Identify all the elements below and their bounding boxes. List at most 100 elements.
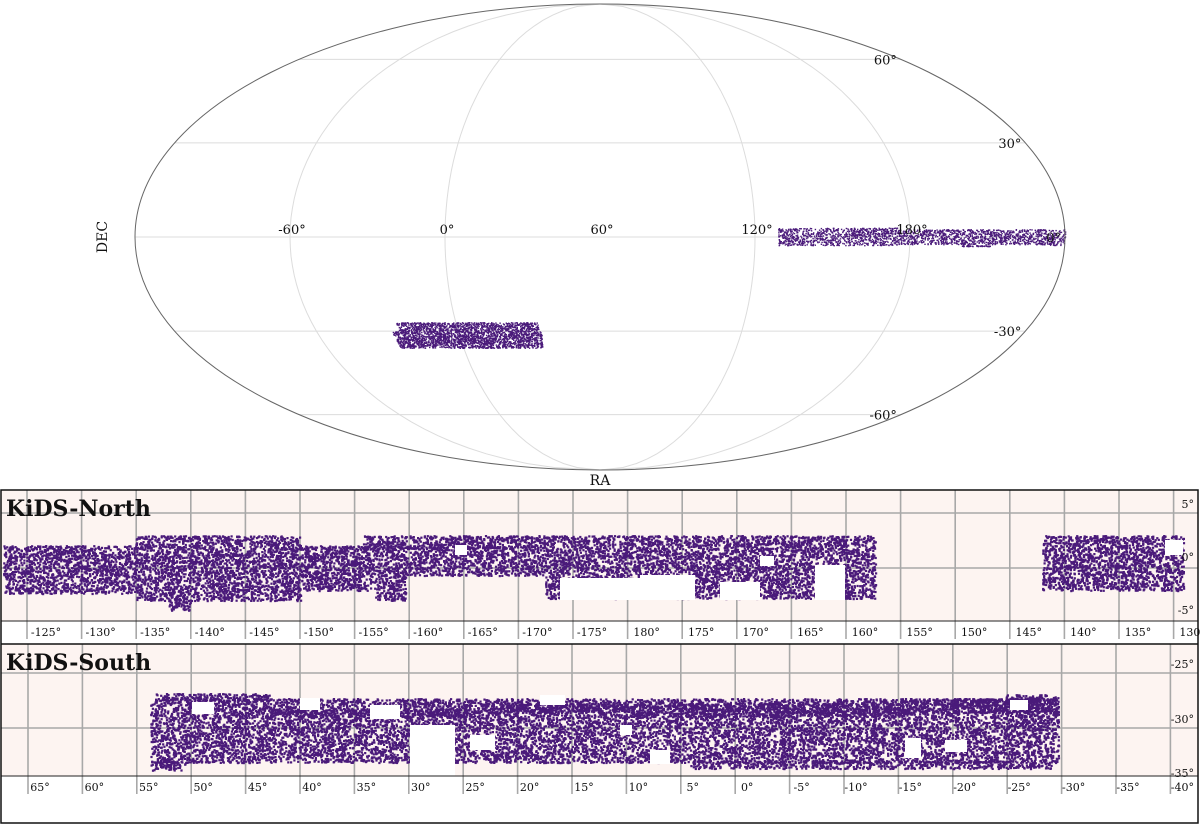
kids-north-point <box>849 244 852 246</box>
kids-north-point <box>57 588 60 591</box>
kids-north-point <box>937 232 939 234</box>
kids-north-point <box>861 240 863 242</box>
kids-south-point <box>526 346 528 348</box>
kids-north-point <box>954 237 956 240</box>
kids-north-point <box>961 234 963 237</box>
kids-north-point <box>1006 231 1009 233</box>
kids-south-point <box>505 338 507 340</box>
kids-south-point <box>420 324 422 326</box>
kids-north-point <box>813 235 816 237</box>
kids-north-point <box>804 244 806 247</box>
kids-north-point <box>956 230 958 232</box>
kids-north-point <box>944 237 946 239</box>
kids-north-point <box>816 233 818 235</box>
kids-north-point <box>809 241 812 243</box>
kids-south-point <box>485 344 487 346</box>
kids-south-point <box>497 324 500 326</box>
kids-south-point <box>443 329 445 331</box>
kids-south-point <box>446 342 448 344</box>
kids-south-point <box>476 326 479 328</box>
kids-north-point <box>802 235 805 237</box>
kids-north-point <box>796 239 798 242</box>
kids-north-point <box>1055 237 1057 239</box>
kids-south-point <box>415 322 417 325</box>
kids-north-point <box>891 244 893 246</box>
kids-north-point <box>907 242 909 245</box>
kids-south-point <box>420 329 422 331</box>
kids-south-point <box>455 344 457 346</box>
kids-south-point <box>420 345 422 347</box>
kids-south-point <box>468 333 470 336</box>
kids-north-point <box>825 237 827 239</box>
kids-north-point <box>910 243 912 246</box>
kids-north-point <box>1048 241 1050 243</box>
kids-south-point <box>480 339 482 341</box>
kids-south-point <box>455 338 457 341</box>
kids-north-point <box>935 243 937 245</box>
kids-south-point <box>530 322 532 324</box>
kids-north-point <box>857 243 859 246</box>
kids-north-point <box>1007 237 1009 240</box>
kids-north-point <box>1024 243 1027 246</box>
kids-north-point <box>1041 234 1043 236</box>
kids-south-point <box>445 338 447 340</box>
kids-north-point <box>894 239 897 241</box>
kids-north-point <box>927 233 929 235</box>
kids-north-point <box>798 243 800 245</box>
kids-north-point <box>128 576 131 579</box>
kids-north-point <box>839 241 842 243</box>
kids-north-point <box>1016 233 1019 235</box>
kids-north-point <box>1018 237 1020 239</box>
kids-north-point <box>875 233 877 235</box>
kids-north-point <box>845 227 848 230</box>
kids-south-point <box>459 324 462 326</box>
kids-north-point <box>1050 240 1053 242</box>
kids-south-point <box>435 340 437 342</box>
kids-north-point <box>869 235 872 237</box>
kids-south-point <box>492 326 494 328</box>
kids-north-point <box>875 236 877 238</box>
kids-north-point <box>909 241 911 243</box>
kids-south-point <box>414 323 417 325</box>
kids-south-point <box>399 337 401 339</box>
kids-north-point <box>899 235 901 237</box>
kids-north-point <box>938 238 940 240</box>
kids-north-point <box>869 228 871 230</box>
kids-north-point <box>1039 240 1042 242</box>
kids-south-point <box>492 347 494 349</box>
kids-north-point <box>962 239 964 241</box>
kids-south-point <box>401 345 403 347</box>
kids-north-point <box>1004 240 1007 242</box>
kids-north-point <box>810 236 812 238</box>
kids-south-point <box>527 339 529 341</box>
kids-south-point <box>417 340 419 342</box>
kids-north-point <box>829 241 832 243</box>
kids-north-point <box>913 240 916 242</box>
kids-north-point <box>1007 230 1009 232</box>
kids-north-point <box>964 231 966 233</box>
kids-north-point <box>831 239 833 241</box>
kids-south-point <box>475 347 477 349</box>
kids-north-point <box>937 240 940 243</box>
kids-north-point <box>949 233 951 236</box>
kids-south-point <box>461 343 463 345</box>
kids-north-point <box>1012 236 1014 239</box>
kids-south-point <box>462 331 464 333</box>
kids-south-point <box>508 324 510 327</box>
kids-south-point <box>489 339 491 341</box>
kids-north-point <box>1019 243 1021 245</box>
kids-north-point <box>951 241 953 243</box>
kids-south-point <box>431 336 433 338</box>
kids-north-point <box>1031 239 1033 241</box>
kids-north-point <box>871 238 874 241</box>
kids-south-point <box>468 324 471 326</box>
kids-north-point <box>989 239 991 242</box>
kids-south-point <box>521 328 523 331</box>
kids-north-point <box>963 240 965 242</box>
kids-south-point <box>451 341 453 344</box>
kids-north-point <box>797 244 799 246</box>
kids-north-point <box>924 237 927 239</box>
kids-north-point <box>1037 231 1039 233</box>
kids-south-point <box>413 336 415 338</box>
kids-north-point <box>996 233 998 236</box>
